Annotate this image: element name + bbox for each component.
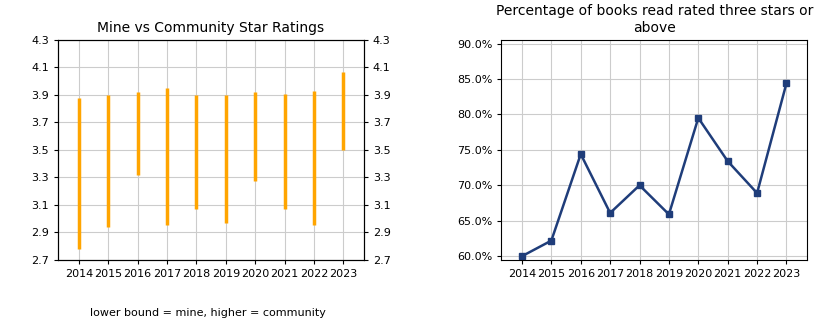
Text: lower bound = mine, higher = community: lower bound = mine, higher = community: [90, 308, 326, 318]
Title: Percentage of books read rated three stars or
above: Percentage of books read rated three sta…: [496, 4, 813, 35]
Title: Mine vs Community Star Ratings: Mine vs Community Star Ratings: [97, 21, 324, 35]
